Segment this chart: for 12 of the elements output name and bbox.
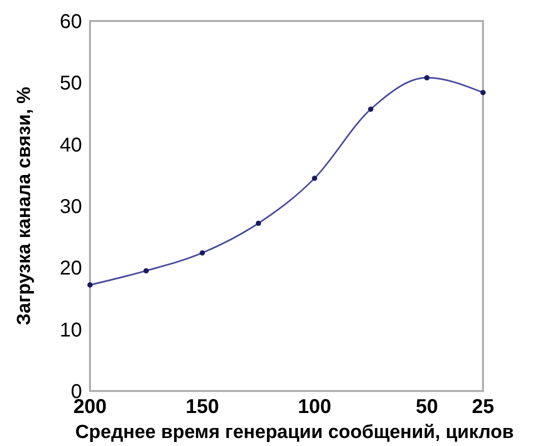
x-tick-label: 50	[416, 396, 438, 418]
y-tick-label: 40	[60, 134, 82, 156]
x-tick-label: 25	[472, 396, 494, 418]
x-axis-title: Среднее время генерации сообщений, циклов	[75, 422, 514, 443]
x-tick-label: 150	[186, 396, 219, 418]
y-tick-label: 30	[60, 196, 82, 218]
y-tick-label: 60	[60, 11, 82, 33]
y-axis-title: Загрузка канала связи, %	[14, 86, 35, 326]
y-tick-label: 20	[60, 258, 82, 280]
x-tick-label: 100	[298, 396, 332, 418]
y-tick-label: 50	[60, 72, 82, 95]
y-tick-label: 10	[60, 319, 82, 342]
